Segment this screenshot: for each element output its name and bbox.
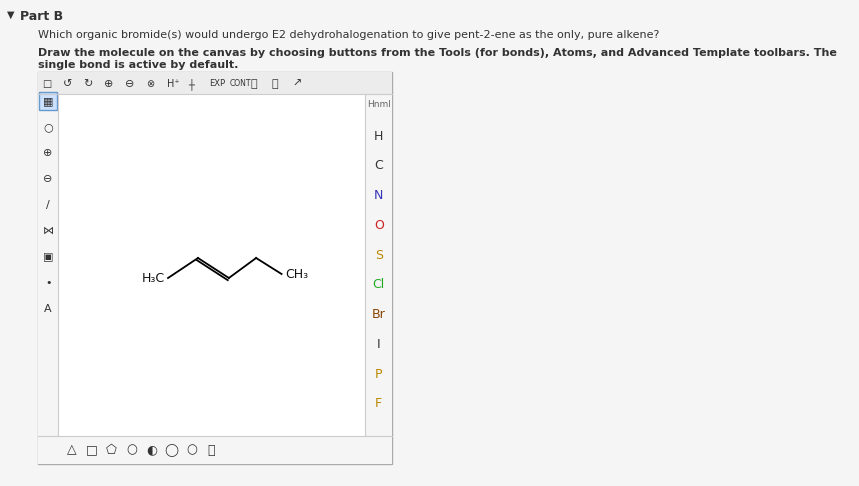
Text: Part B: Part B [20,10,63,23]
Text: I: I [377,338,381,351]
Bar [38,72,393,464]
Text: □: □ [86,444,98,456]
Text: P: P [375,367,382,381]
Text: ◐: ◐ [146,444,157,456]
Text: CH₃: CH₃ [285,267,308,280]
Text: ○: ○ [43,122,53,132]
Bar [38,436,393,464]
Text: A: A [45,304,52,314]
Text: ❓: ❓ [271,79,278,89]
Text: ↻: ↻ [83,79,93,89]
Text: ⓘ: ⓘ [251,79,258,89]
Text: △: △ [67,444,76,456]
Text: O: O [374,219,384,232]
Text: ↺: ↺ [63,79,72,89]
Text: ○: ○ [126,444,137,456]
Bar [58,94,365,436]
Text: □: □ [42,79,51,89]
Text: H₃C: H₃C [141,272,164,284]
Text: /: / [46,200,50,210]
Text: ▼: ▼ [7,10,15,20]
Text: H: H [374,130,383,143]
Bar [38,72,393,94]
Text: ↗: ↗ [292,79,302,89]
Text: Which organic bromide(s) would undergo E2 dehydrohalogenation to give pent-2-ene: Which organic bromide(s) would undergo E… [38,30,660,40]
Text: ⎈: ⎈ [208,444,216,456]
Text: ⋈: ⋈ [43,226,54,236]
Text: ⊕: ⊕ [105,79,114,89]
Text: F: F [375,398,382,410]
Text: Draw the molecule on the canvas by choosing buttons from the Tools (for bonds), : Draw the molecule on the canvas by choos… [38,48,837,69]
Text: EXP: EXP [209,80,225,88]
Text: S: S [375,249,383,261]
Text: C: C [375,159,383,173]
Text: N: N [374,189,383,202]
Text: ⊖: ⊖ [44,174,52,184]
Text: ▦: ▦ [43,96,53,106]
Bar [38,94,58,436]
Bar [365,94,393,436]
Text: ⬠: ⬠ [107,444,117,456]
Text: ⊖: ⊖ [125,79,135,89]
Bar [39,92,58,110]
Text: H⁺: H⁺ [168,79,180,89]
Text: Cl: Cl [373,278,385,292]
Text: •: • [45,278,52,288]
Text: ◯: ◯ [165,444,179,456]
Text: ⊗: ⊗ [146,79,155,89]
Text: ▣: ▣ [43,252,53,262]
Text: CONT: CONT [230,80,252,88]
Text: Br: Br [372,308,386,321]
Text: ┼: ┼ [188,78,194,90]
Text: ⊕: ⊕ [44,148,52,158]
Text: ○: ○ [186,444,197,456]
Text: Hnml: Hnml [367,100,391,109]
